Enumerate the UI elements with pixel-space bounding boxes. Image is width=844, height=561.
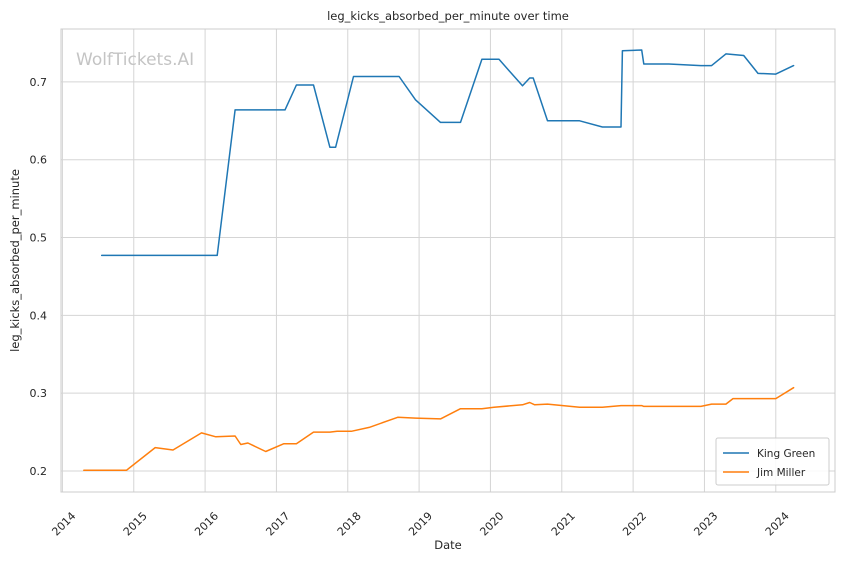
x-tick-label: 2018 — [335, 509, 364, 538]
series-lines — [83, 49, 795, 471]
y-axis-label: leg_kicks_absorbed_per_minute — [8, 169, 22, 352]
legend-label: Jim Miller — [756, 467, 806, 479]
x-tick-label: 2014 — [49, 509, 78, 538]
y-axis-ticks: 0.2 0.3 0.4 0.5 0.6 0.7 — [30, 76, 48, 478]
legend: King Green Jim Miller — [715, 437, 830, 486]
x-tick-label: 2017 — [263, 509, 292, 538]
chart-title: leg_kicks_absorbed_per_minute over time — [327, 9, 569, 23]
series-line-king-green — [100, 49, 795, 257]
x-axis-label: Date — [434, 538, 462, 552]
x-tick-label: 2019 — [406, 509, 435, 538]
y-tick-label: 0.6 — [30, 154, 48, 167]
x-axis-ticks: 2014 2015 2016 2017 2018 2019 2020 2021 2022 2023… — [49, 509, 791, 538]
y-tick-label: 0.5 — [30, 232, 48, 245]
watermark: WolfTickets.AI — [76, 50, 194, 70]
x-tick-label: 2023 — [691, 509, 720, 538]
y-tick-label: 0.2 — [30, 465, 48, 478]
x-tick-label: 2024 — [763, 509, 792, 538]
y-tick-label: 0.3 — [30, 387, 48, 400]
y-tick-label: 0.7 — [30, 76, 48, 89]
y-tick-label: 0.4 — [30, 309, 48, 322]
grid — [61, 29, 835, 492]
x-tick-label: 2022 — [620, 509, 649, 538]
x-tick-label: 2016 — [192, 509, 221, 538]
series-line-jim-miller — [83, 386, 795, 471]
x-tick-label: 2015 — [121, 509, 150, 538]
x-tick-label: 2020 — [477, 509, 506, 538]
legend-label: King Green — [757, 448, 815, 460]
legend-box — [715, 437, 830, 486]
x-tick-label: 2021 — [549, 509, 578, 538]
plot-area — [60, 28, 836, 493]
